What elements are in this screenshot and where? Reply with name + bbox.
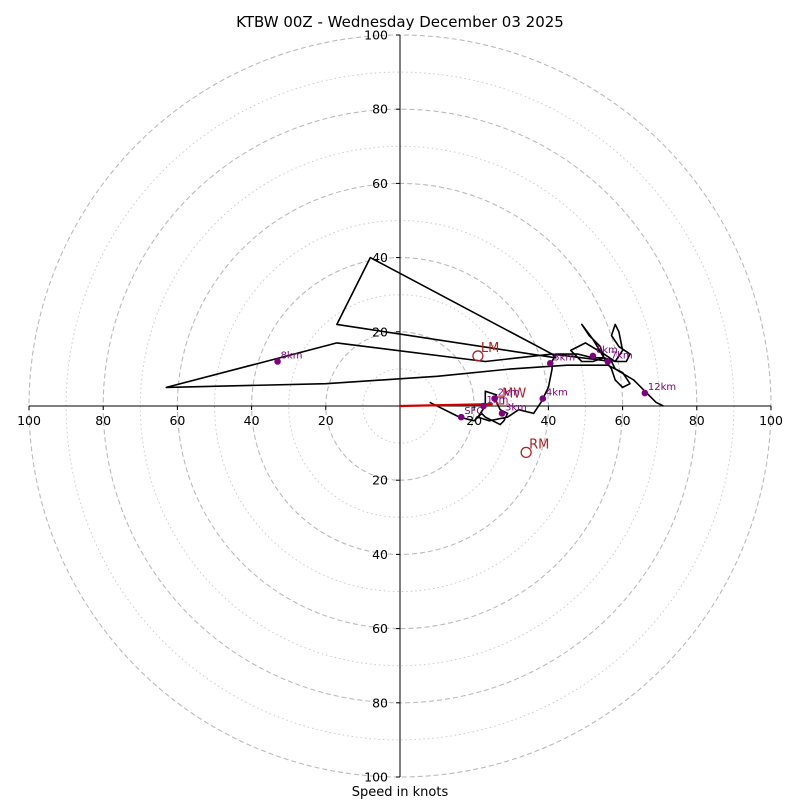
y-tick-label-100: 100	[364, 28, 388, 43]
height-label-5km: 5km	[553, 352, 575, 363]
storm-motion-vector	[399, 403, 493, 408]
height-marker-4km	[539, 395, 547, 402]
x-tick-label-100: 100	[759, 413, 783, 428]
y-tick-label-20: 20	[372, 324, 388, 339]
y-tick-label--60: 60	[372, 621, 388, 636]
height-marker-3km	[498, 410, 506, 417]
left-mover-marker	[472, 350, 484, 362]
height-label-1km: 1km	[486, 395, 508, 406]
hodograph-trace	[165, 256, 664, 426]
height-label-sfc: SFC	[464, 406, 483, 417]
height-marker-7km	[604, 358, 612, 365]
y-tick-label--20: 20	[372, 473, 388, 488]
x-tick-label--100: 100	[17, 413, 41, 428]
x-tick-label-60: 60	[615, 413, 631, 428]
y-tick-label-80: 80	[372, 102, 388, 117]
y-tick-label-60: 60	[372, 176, 388, 191]
mean-wind-label: MW	[502, 386, 526, 401]
x-tick-label--20: 20	[318, 413, 334, 428]
y-tick-label--80: 80	[372, 695, 388, 710]
height-marker-12km	[641, 389, 649, 397]
x-axis-label: Speed in knots	[352, 785, 449, 800]
height-marker-6km	[589, 352, 597, 360]
height-label-2km: 2km	[498, 388, 520, 399]
height-marker-2km	[491, 395, 498, 402]
right-mover-marker	[520, 446, 532, 459]
y-tick-label--40: 40	[372, 547, 388, 562]
height-marker-1km	[480, 402, 487, 410]
left-mover-label: LM	[481, 341, 499, 356]
height-label-3km: 3km	[505, 402, 527, 413]
right-mover-label: RM	[529, 437, 549, 452]
storm-motion: LM RM MW	[399, 341, 549, 459]
height-marker-5km	[546, 360, 554, 367]
x-tick-label-80: 80	[689, 413, 705, 428]
height-label-7km: 7km	[611, 350, 633, 361]
height-label-12km: 12km	[648, 382, 676, 393]
hodograph-line	[165, 256, 664, 426]
x-tick-label--60: 60	[169, 413, 185, 428]
height-marker-8km	[274, 358, 281, 365]
height-label-8km: 8km	[281, 350, 303, 361]
height-marker-sfc	[457, 413, 465, 421]
height-label-4km: 4km	[546, 388, 568, 399]
height-label-6km: 6km	[596, 345, 618, 356]
x-tick-label--80: 80	[95, 413, 111, 428]
x-tick-label-40: 40	[540, 413, 556, 428]
chart-title: KTBW 00Z - Wednesday December 03 2025	[236, 13, 564, 31]
x-tick-label--40: 40	[244, 413, 260, 428]
y-tick-label--100: 100	[364, 770, 388, 785]
